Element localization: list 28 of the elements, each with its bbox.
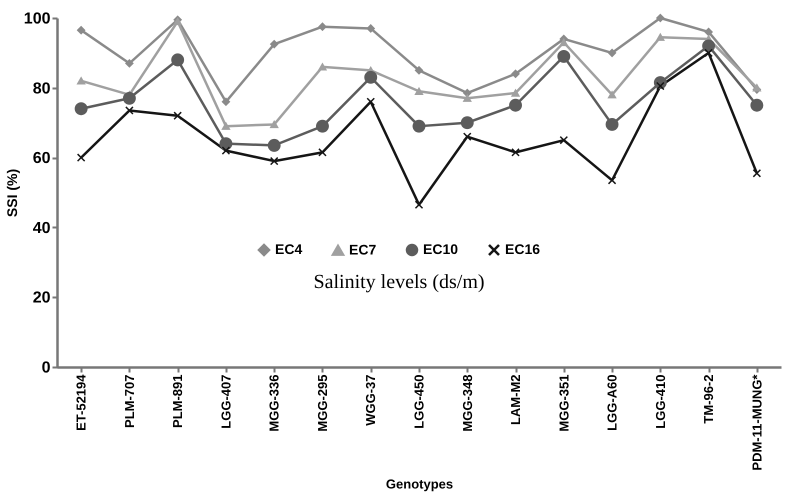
x-tick-label: LGG-450 (412, 374, 426, 429)
x-tick-label: MGG-351 (556, 374, 572, 432)
legend-label: EC7 (349, 241, 376, 258)
x-tick-label: WGG-37 (363, 374, 378, 426)
x-tick-label: LAM-M2 (508, 374, 524, 426)
y-tick-label: 100 (24, 10, 51, 28)
x-axis-title: Genotypes (386, 476, 454, 492)
y-tick-label: 60 (32, 150, 51, 168)
y-tick-label: 40 (32, 220, 51, 237)
y-axis-title: SSI (%) (4, 168, 20, 218)
x-tick-label: PDM-11-MUNG* (749, 374, 764, 471)
x-tick-label: PLM-891 (170, 374, 186, 428)
x-tick-label: LGG-A60 (604, 374, 620, 431)
x-tick-label: MGG-336 (266, 374, 282, 432)
x-tick-label: ET-52194 (74, 374, 89, 431)
x-tick-label: PLM-707 (122, 374, 137, 428)
x-tick-label: TM-96-2 (701, 374, 716, 424)
y-tick-label: 80 (32, 80, 51, 98)
x-tick-label: LGG-407 (218, 374, 234, 429)
y-tick-label: 0 (42, 360, 51, 376)
x-tick-label: MGG-348 (460, 374, 475, 432)
x-tick-label: MGG-295 (314, 374, 330, 432)
y-tick-label: 20 (32, 290, 51, 307)
legend-title: Salinity levels (ds/m) (313, 271, 485, 293)
legend-label: EC4 (275, 241, 302, 257)
legend-label: EC16 (505, 241, 540, 257)
legend-label: EC10 (423, 241, 458, 257)
x-tick-label: LGG-410 (652, 374, 668, 429)
